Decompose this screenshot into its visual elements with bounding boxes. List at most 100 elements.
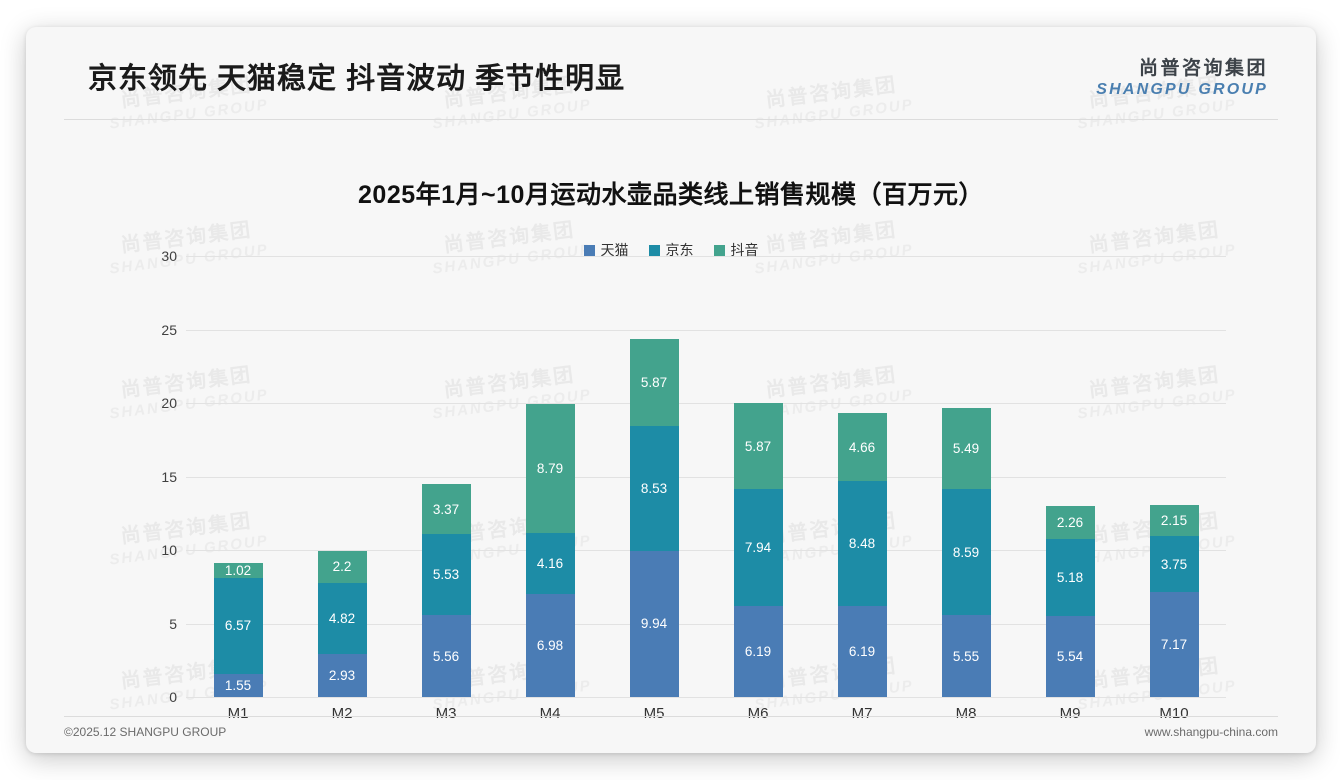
bar-stack: 8.79 4.16 6.98 <box>525 404 575 697</box>
x-axis-tick-label: M7 <box>851 705 873 722</box>
bar-stack: 2.26 5.18 5.54 <box>1045 506 1095 697</box>
bar-segment-天猫[interactable]: 5.54 <box>1045 615 1095 697</box>
bar-stack: 5.87 7.94 6.19 <box>733 403 783 697</box>
bar-segment-京东[interactable]: 8.48 <box>837 481 887 607</box>
bar-value-label: 7.94 <box>744 540 772 556</box>
header-divider <box>64 119 1278 120</box>
bar-segment-抖音[interactable]: 2.26 <box>1045 506 1095 540</box>
gridline: 10 <box>161 542 1226 558</box>
y-axis-tick-label: 10 <box>161 542 177 558</box>
page-title: 京东领先 天猫稳定 抖音波动 季节性明显 <box>88 63 626 95</box>
gridline: 5 <box>169 616 1226 632</box>
bar-column-M4[interactable]: 8.79 4.16 6.98 <box>503 256 597 697</box>
gridline: 30 <box>161 248 1226 264</box>
bar-segment-天猫[interactable]: 6.19 <box>837 606 887 697</box>
legend-label: 京东 <box>665 242 694 258</box>
bar-value-label: 6.57 <box>224 618 252 634</box>
legend-swatch-icon <box>713 244 725 256</box>
footer-copyright: ©2025.12 SHANGPU GROUP <box>64 725 227 739</box>
bar-segment-抖音[interactable]: 5.87 <box>733 403 783 490</box>
chart-legend: 天猫 京东 抖音 <box>26 240 1316 260</box>
x-axis-tick-label: M3 <box>435 705 457 722</box>
bar-segment-抖音[interactable]: 3.37 <box>421 484 471 534</box>
bar-segment-京东[interactable]: 6.57 <box>213 577 263 675</box>
bar-value-label: 3.75 <box>1160 556 1188 572</box>
bar-value-label: 8.53 <box>640 480 668 496</box>
bar-value-label: 2.2 <box>332 559 352 575</box>
bar-segment-抖音[interactable]: 4.66 <box>837 412 887 482</box>
bar-column-M6[interactable]: 5.87 7.94 6.19 <box>711 256 805 697</box>
gridline: 15 <box>161 469 1226 485</box>
chart-bars: 1.02 6.57 1.55 2.2 4.82 2.93 3.37 5.53 5.56 8.79 4… <box>186 256 1226 697</box>
footer-website: www.shangpu-china.com <box>1144 725 1278 739</box>
footer-divider <box>64 716 1278 717</box>
bar-segment-抖音[interactable]: 1.02 <box>213 562 263 578</box>
bar-value-label: 6.19 <box>744 644 772 659</box>
bar-stack: 2.2 4.82 2.93 <box>317 550 367 697</box>
legend-label: 抖音 <box>730 242 759 258</box>
bar-value-label: 3.37 <box>432 501 460 517</box>
gridline: 0 <box>169 689 1226 705</box>
bar-segment-京东[interactable]: 4.16 <box>525 533 575 595</box>
chart-x-axis-labels: M1 M2 M3 M4 M5 M6 M7 M8 M9 M10 <box>186 705 1226 722</box>
bar-stack: 4.66 8.48 6.19 <box>837 412 887 697</box>
gridline: 25 <box>161 322 1226 338</box>
legend-swatch-icon <box>648 244 660 256</box>
bar-segment-抖音[interactable]: 2.2 <box>317 550 367 584</box>
bar-segment-天猫[interactable]: 1.55 <box>213 674 263 697</box>
bar-column-M8[interactable]: 5.49 8.59 5.55 <box>919 256 1013 697</box>
bar-segment-天猫[interactable]: 5.56 <box>421 615 471 697</box>
bar-segment-天猫[interactable]: 2.93 <box>317 653 367 697</box>
bar-segment-天猫[interactable]: 9.94 <box>629 550 679 697</box>
bar-value-label: 6.98 <box>536 638 564 654</box>
bar-column-M10[interactable]: 2.15 3.75 7.17 <box>1127 256 1221 697</box>
y-axis-tick-label: 20 <box>161 395 177 411</box>
bar-value-label: 8.48 <box>848 536 876 552</box>
bar-value-label: 4.66 <box>848 439 876 455</box>
chart-title: 2025年1月~10月运动水壶品类线上销售规模（百万元） <box>358 181 984 209</box>
bar-segment-天猫[interactable]: 5.55 <box>941 615 991 697</box>
bar-segment-天猫[interactable]: 7.17 <box>1149 591 1199 697</box>
y-axis-tick-label: 30 <box>161 248 177 264</box>
legend-item-京东[interactable]: 京东 <box>648 240 694 260</box>
bar-segment-抖音[interactable]: 5.87 <box>629 339 679 426</box>
x-axis-tick-label: M1 <box>227 705 249 722</box>
bar-segment-抖音[interactable]: 2.15 <box>1149 504 1199 537</box>
bar-segment-天猫[interactable]: 6.98 <box>525 594 575 697</box>
bar-column-M3[interactable]: 3.37 5.53 5.56 <box>399 256 493 697</box>
gridline: 20 <box>161 395 1226 411</box>
bar-value-label: 2.15 <box>1160 513 1188 529</box>
slide-header: 京东领先 天猫稳定 抖音波动 季节性明显 尚普咨询集团 SHANGPU GROU… <box>26 27 1316 120</box>
bar-segment-抖音[interactable]: 5.49 <box>941 408 991 490</box>
bar-segment-京东[interactable]: 8.59 <box>941 489 991 616</box>
y-axis-tick-label: 15 <box>161 468 177 485</box>
company-logo: 尚普咨询集团 SHANGPU GROUP <box>1096 58 1268 99</box>
bar-segment-天猫[interactable]: 6.19 <box>733 606 783 697</box>
logo-chinese-text: 尚普咨询集团 <box>1138 58 1268 79</box>
bar-value-label: 9.94 <box>640 616 668 632</box>
bar-column-M1[interactable]: 1.02 6.57 1.55 <box>191 256 285 697</box>
bar-segment-京东[interactable]: 7.94 <box>733 489 783 607</box>
x-axis-tick-label: M5 <box>643 705 665 722</box>
y-axis-tick-label: 25 <box>161 321 177 338</box>
bar-column-M5[interactable]: 5.87 8.53 9.94 <box>607 256 701 697</box>
bar-column-M9[interactable]: 2.26 5.18 5.54 <box>1023 256 1117 697</box>
bar-segment-京东[interactable]: 5.18 <box>1045 539 1095 616</box>
bar-segment-京东[interactable]: 5.53 <box>421 534 471 616</box>
legend-item-天猫[interactable]: 天猫 <box>583 240 629 260</box>
legend-label: 天猫 <box>600 242 629 258</box>
bar-column-M2[interactable]: 2.2 4.82 2.93 <box>295 256 389 697</box>
bar-value-label: 1.02 <box>224 562 252 578</box>
bar-value-label: 1.55 <box>224 678 252 694</box>
bar-value-label: 5.56 <box>432 648 460 664</box>
bar-segment-抖音[interactable]: 8.79 <box>525 404 575 534</box>
bar-segment-京东[interactable]: 4.82 <box>317 583 367 654</box>
legend-item-抖音[interactable]: 抖音 <box>713 240 759 260</box>
bar-segment-京东[interactable]: 8.53 <box>629 425 679 551</box>
bar-segment-京东[interactable]: 3.75 <box>1149 536 1199 592</box>
bar-column-M7[interactable]: 4.66 8.48 6.19 <box>815 256 909 697</box>
x-axis-tick-label: M9 <box>1059 705 1081 722</box>
bar-value-label: 8.59 <box>952 544 980 560</box>
chart-plot-area: 0 5 10 15 20 25 30 1.02 6.57 1.55 2.2 4.82 2.93 3.37… <box>161 248 1226 705</box>
bar-value-label: 5.87 <box>744 438 772 454</box>
